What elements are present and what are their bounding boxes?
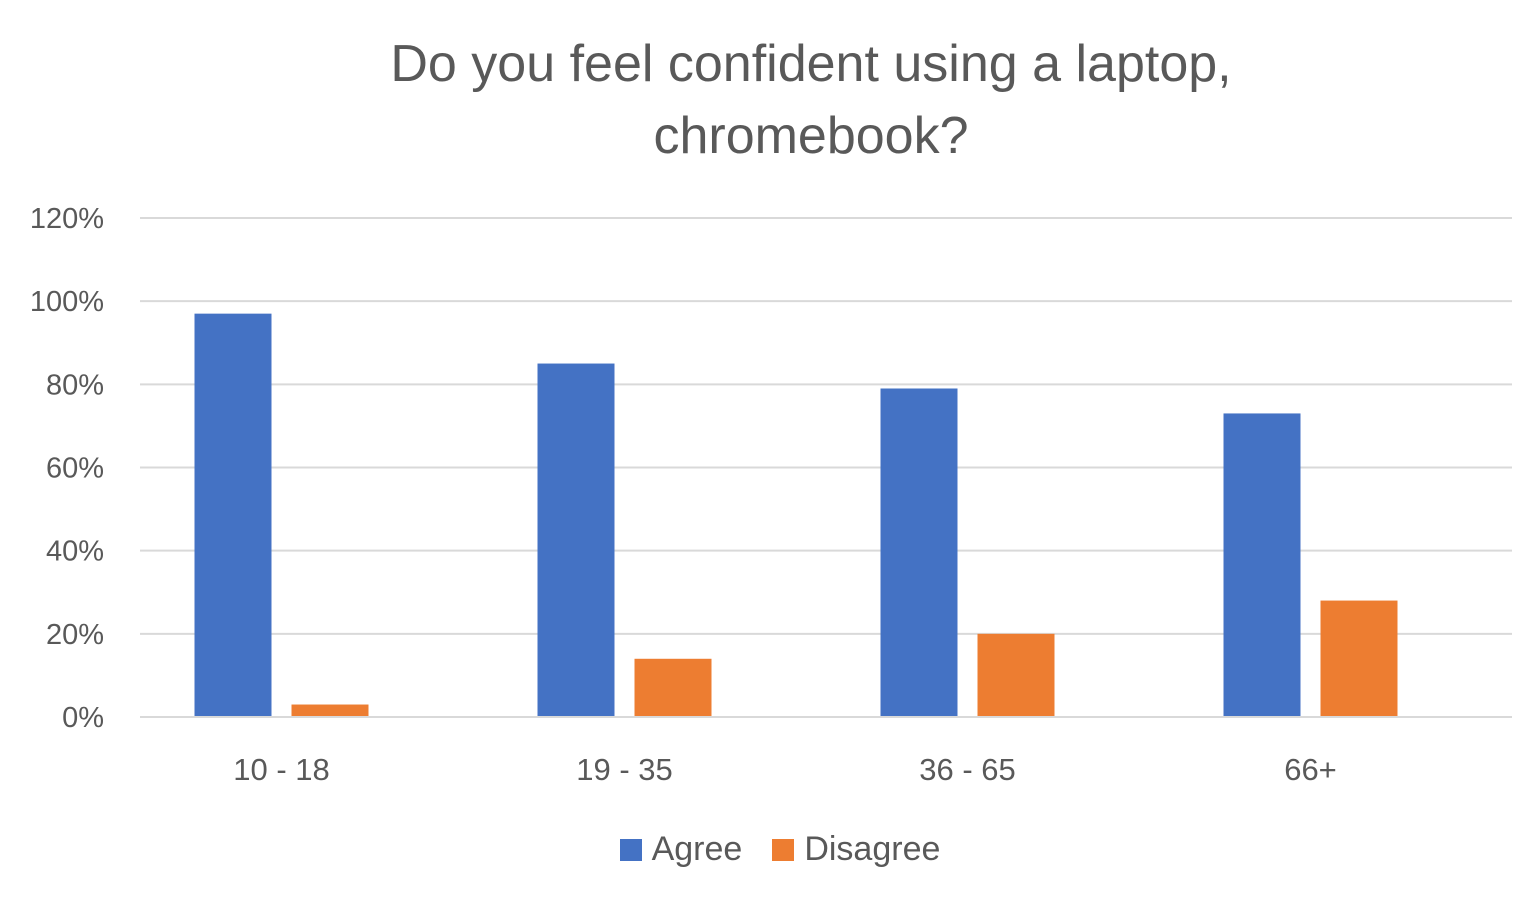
y-tick-label: 40% [46,536,104,568]
y-tick-label: 60% [46,453,104,485]
bar-agree-2 [537,363,615,717]
bar-agree-3 [880,388,958,717]
bar-agree-1 [194,313,272,717]
bar-disagree-2 [634,658,712,717]
x-tick-label: 36 - 65 [919,752,1016,787]
legend-swatch-agree [619,838,642,861]
legend-item-disagree: Disagree [772,830,940,869]
y-tick-label: 120% [30,203,104,235]
chart-title-line-2: chromebook? [653,107,969,165]
legend-item-agree: Agree [619,830,743,869]
legend-swatch-disagree [772,838,795,861]
bar-disagree-4 [1320,600,1398,717]
y-tick-label: 0% [62,702,104,734]
bar-disagree-3 [977,633,1055,717]
y-tick-label: 80% [46,369,104,401]
chart-title-line-1: Do you feel confident using a laptop, [390,35,1232,93]
legend-label-agree: Agree [651,830,743,868]
x-tick-label: 66+ [1284,752,1337,787]
x-tick-label: 19 - 35 [576,752,673,787]
x-tick-label: 10 - 18 [233,752,330,787]
y-tick-label: 20% [46,619,104,651]
bar-disagree-1 [291,704,369,717]
legend: Agree Disagree [0,830,1538,869]
legend-label-disagree: Disagree [804,830,941,868]
bar-agree-4 [1223,413,1301,717]
chart-title: Do you feel confident using a laptop, ch… [0,28,1538,172]
y-tick-label: 100% [30,286,104,318]
